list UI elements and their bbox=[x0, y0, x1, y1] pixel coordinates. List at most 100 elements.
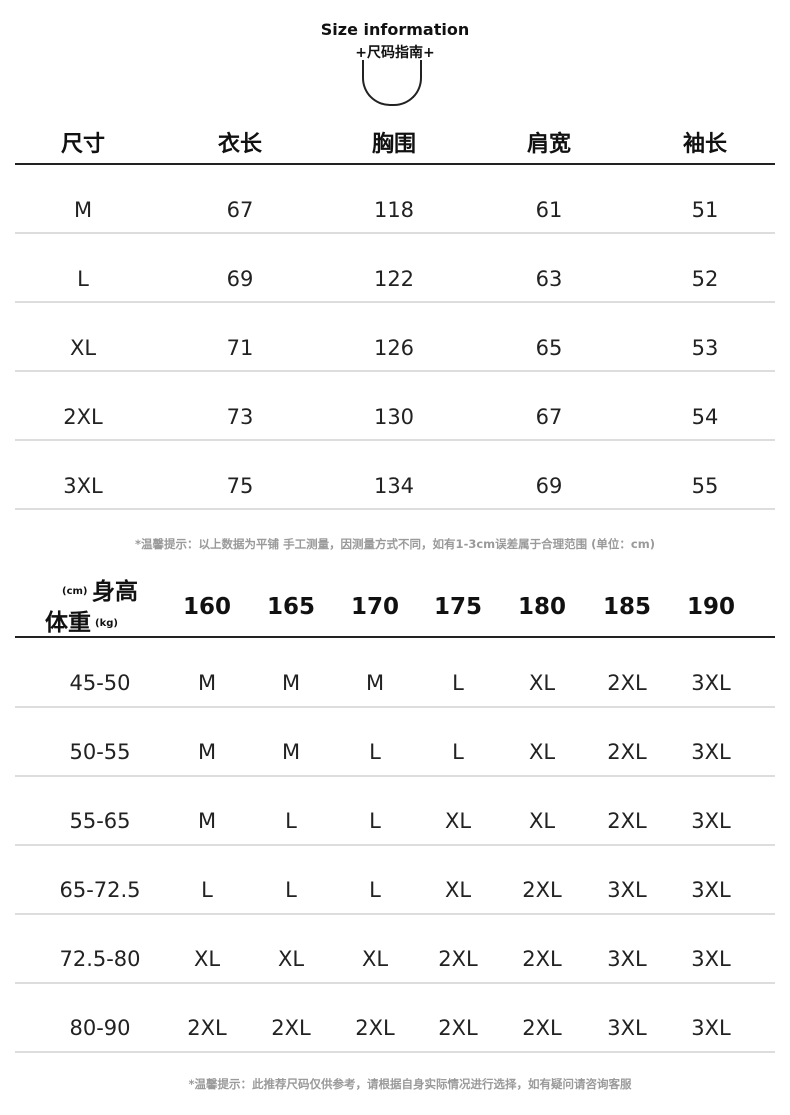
weight-unit: (kg) bbox=[95, 618, 118, 629]
row-divider bbox=[15, 913, 775, 915]
size-cell: L bbox=[285, 878, 297, 902]
table-cell: 65 bbox=[535, 336, 563, 360]
size-cell: M bbox=[197, 671, 217, 695]
size-cell: L bbox=[369, 878, 381, 902]
subtitle: +尺码指南+ bbox=[355, 45, 435, 61]
size-cell: 2XL bbox=[271, 1016, 311, 1040]
size-cell: M bbox=[365, 671, 385, 695]
weight-cell: 50-55 bbox=[69, 740, 131, 764]
weight-cell: 45-50 bbox=[69, 671, 131, 695]
row-divider bbox=[15, 439, 775, 441]
table-cell: 73 bbox=[226, 405, 254, 429]
table-cell: 67 bbox=[226, 198, 254, 222]
table-cell: 118 bbox=[373, 198, 415, 222]
row-divider bbox=[15, 232, 775, 234]
row-divider bbox=[15, 301, 775, 303]
row-divider bbox=[15, 508, 775, 510]
column-header: 肩宽 bbox=[526, 132, 572, 157]
weight-cell: 80-90 bbox=[69, 1016, 131, 1040]
height-unit: (cm) bbox=[62, 586, 88, 597]
column-header: 衣长 bbox=[217, 132, 263, 157]
row-divider bbox=[15, 370, 775, 372]
column-header: 袖长 bbox=[682, 132, 728, 157]
table-cell: 134 bbox=[373, 474, 415, 498]
table-cell: 130 bbox=[373, 405, 415, 429]
table-cell: XL bbox=[69, 336, 97, 360]
size-cell: 3XL bbox=[691, 740, 731, 764]
row-divider bbox=[15, 706, 775, 708]
height-header: 165 bbox=[266, 594, 316, 620]
size-cell: XL bbox=[193, 947, 221, 971]
column-header: 尺寸 bbox=[60, 132, 106, 157]
table-cell: 2XL bbox=[63, 405, 103, 429]
size-cell: 3XL bbox=[607, 878, 647, 902]
table-cell: 69 bbox=[535, 474, 563, 498]
weight-cell: 65-72.5 bbox=[59, 878, 141, 902]
weight-cell: 72.5-80 bbox=[59, 947, 141, 971]
size-cell: 2XL bbox=[355, 1016, 395, 1040]
size-cell: 3XL bbox=[607, 947, 647, 971]
corner-header: (cm) 身高 体重 (kg) bbox=[45, 572, 155, 636]
size-cell: 2XL bbox=[607, 740, 647, 764]
size-cell: 3XL bbox=[691, 878, 731, 902]
measurement-note: *温馨提示：以上数据为平铺 手工测量，因测量方式不同，如有1-3cm误差属于合理… bbox=[135, 537, 655, 551]
table-cell: 71 bbox=[226, 336, 254, 360]
title: Size information bbox=[320, 20, 470, 39]
size-cell: L bbox=[452, 671, 464, 695]
row-divider bbox=[15, 775, 775, 777]
size-cell: 2XL bbox=[522, 1016, 562, 1040]
table-cell: 63 bbox=[535, 267, 563, 291]
table-cell: 61 bbox=[535, 198, 563, 222]
header-divider bbox=[15, 636, 775, 638]
table-cell: 52 bbox=[691, 267, 719, 291]
table-cell: M bbox=[73, 198, 93, 222]
table-cell: 55 bbox=[691, 474, 719, 498]
size-cell: XL bbox=[361, 947, 389, 971]
recommendation-note: *温馨提示：此推荐尺码仅供参考，请根据自身实际情况进行选择，如有疑问请咨询客服 bbox=[188, 1077, 632, 1091]
size-cell: M bbox=[281, 740, 301, 764]
size-cell: 2XL bbox=[438, 1016, 478, 1040]
size-cell: L bbox=[452, 740, 464, 764]
table-cell: 75 bbox=[226, 474, 254, 498]
row-divider bbox=[15, 1051, 775, 1053]
height-header: 180 bbox=[517, 594, 567, 620]
size-cell: XL bbox=[444, 878, 472, 902]
height-header: 160 bbox=[182, 594, 232, 620]
height-header: 175 bbox=[433, 594, 483, 620]
table-cell: 54 bbox=[691, 405, 719, 429]
size-cell: XL bbox=[528, 740, 556, 764]
height-label: 身高 bbox=[92, 579, 138, 605]
table-cell: 53 bbox=[691, 336, 719, 360]
table-cell: L bbox=[77, 267, 89, 291]
size-cell: 2XL bbox=[522, 878, 562, 902]
size-cell: L bbox=[201, 878, 213, 902]
table-cell: 122 bbox=[373, 267, 415, 291]
size-cell: M bbox=[197, 740, 217, 764]
size-cell: 3XL bbox=[607, 1016, 647, 1040]
size-cell: 2XL bbox=[522, 947, 562, 971]
table-cell: 69 bbox=[226, 267, 254, 291]
column-header: 胸围 bbox=[371, 132, 417, 157]
size-cell: L bbox=[369, 809, 381, 833]
size-cell: 3XL bbox=[691, 809, 731, 833]
header-divider bbox=[15, 163, 775, 165]
size-cell: M bbox=[281, 671, 301, 695]
table-cell: 51 bbox=[691, 198, 719, 222]
height-header: 170 bbox=[350, 594, 400, 620]
size-cell: XL bbox=[528, 809, 556, 833]
size-cell: XL bbox=[444, 809, 472, 833]
size-cell: 2XL bbox=[187, 1016, 227, 1040]
size-cell: 2XL bbox=[607, 671, 647, 695]
arc-decoration bbox=[362, 60, 422, 106]
size-cell: 3XL bbox=[691, 671, 731, 695]
row-divider bbox=[15, 844, 775, 846]
table-cell: 126 bbox=[373, 336, 415, 360]
size-cell: 3XL bbox=[691, 947, 731, 971]
height-header: 185 bbox=[602, 594, 652, 620]
weight-cell: 55-65 bbox=[69, 809, 131, 833]
size-cell: 2XL bbox=[438, 947, 478, 971]
size-cell: 3XL bbox=[691, 1016, 731, 1040]
table-cell: 3XL bbox=[63, 474, 103, 498]
size-cell: XL bbox=[528, 671, 556, 695]
